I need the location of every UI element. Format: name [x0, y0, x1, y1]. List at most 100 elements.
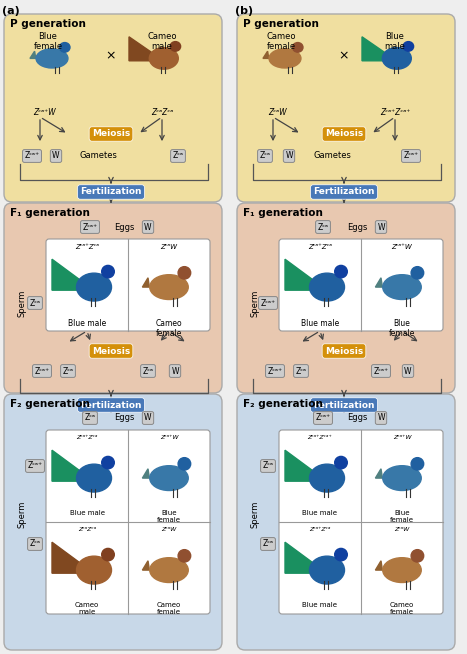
Text: (a): (a): [2, 6, 20, 16]
Text: ZᶜᵃZᶜᵃ: ZᶜᵃZᶜᵃ: [78, 527, 96, 532]
FancyBboxPatch shape: [279, 239, 443, 331]
Ellipse shape: [335, 549, 347, 560]
Ellipse shape: [403, 42, 414, 51]
Ellipse shape: [335, 266, 347, 278]
Text: Zᶜᵃ⁺: Zᶜᵃ⁺: [403, 152, 418, 160]
Polygon shape: [142, 560, 149, 570]
Text: W: W: [144, 413, 152, 422]
Text: Meiosis: Meiosis: [92, 347, 130, 356]
Text: Zᶜᵃ⁺Zᶜᵃ: Zᶜᵃ⁺Zᶜᵃ: [308, 244, 332, 250]
Polygon shape: [52, 542, 94, 573]
Polygon shape: [52, 259, 94, 290]
Text: Zᶜᵃ⁺Zᶜᵃ: Zᶜᵃ⁺Zᶜᵃ: [309, 527, 331, 532]
Ellipse shape: [150, 275, 188, 300]
Polygon shape: [375, 469, 382, 478]
Text: Zᶜᵃ⁺: Zᶜᵃ⁺: [83, 222, 98, 232]
Ellipse shape: [310, 464, 345, 492]
Text: W: W: [377, 222, 385, 232]
Polygon shape: [285, 450, 327, 481]
Ellipse shape: [59, 43, 70, 52]
FancyBboxPatch shape: [46, 430, 210, 614]
Text: ZᶜᵃW: ZᶜᵃW: [394, 527, 410, 532]
Ellipse shape: [77, 556, 112, 584]
Text: Eggs: Eggs: [347, 413, 368, 422]
Ellipse shape: [310, 273, 345, 301]
Text: F₁ generation: F₁ generation: [243, 208, 323, 218]
Text: Blue
female: Blue female: [157, 510, 181, 523]
Text: ZᶜᵃW: ZᶜᵃW: [161, 244, 177, 250]
Text: Zᶜᵃ⁺: Zᶜᵃ⁺: [24, 152, 40, 160]
Text: W: W: [285, 152, 293, 160]
Text: Eggs: Eggs: [114, 222, 134, 232]
Text: Blue
female: Blue female: [34, 32, 63, 52]
Ellipse shape: [150, 466, 188, 490]
Ellipse shape: [77, 273, 112, 301]
Text: Blue male: Blue male: [303, 602, 338, 608]
Text: Zᶜᵃ: Zᶜᵃ: [85, 413, 95, 422]
Polygon shape: [263, 51, 269, 58]
FancyBboxPatch shape: [237, 394, 455, 650]
Text: Zᶜᵃ⁺: Zᶜᵃ⁺: [28, 462, 42, 470]
Text: Zᶜᵃ⁺W: Zᶜᵃ⁺W: [33, 108, 55, 117]
Ellipse shape: [36, 49, 68, 68]
Ellipse shape: [383, 466, 421, 490]
Ellipse shape: [269, 49, 301, 68]
Text: Blue male: Blue male: [303, 510, 338, 516]
Text: Zᶜᵃ: Zᶜᵃ: [262, 462, 274, 470]
Polygon shape: [30, 51, 36, 58]
Ellipse shape: [310, 556, 345, 584]
Text: Zᶜᵃ⁺: Zᶜᵃ⁺: [374, 366, 389, 375]
Polygon shape: [375, 278, 382, 287]
Text: Zᶜᵃ⁺Zᶜᵃ⁺: Zᶜᵃ⁺Zᶜᵃ⁺: [308, 435, 333, 440]
Polygon shape: [142, 469, 149, 478]
FancyBboxPatch shape: [4, 14, 222, 202]
Ellipse shape: [411, 458, 424, 470]
Text: W: W: [404, 366, 412, 375]
Text: W: W: [52, 152, 60, 160]
Text: F₁ generation: F₁ generation: [10, 208, 90, 218]
Ellipse shape: [77, 464, 112, 492]
Text: Meiosis: Meiosis: [325, 129, 363, 139]
Ellipse shape: [102, 456, 114, 469]
Text: Eggs: Eggs: [114, 413, 134, 422]
Text: Zᶜᵃ⁺Zᶜᵃ⁺: Zᶜᵃ⁺Zᶜᵃ⁺: [380, 108, 410, 117]
Text: Fertilization: Fertilization: [313, 400, 375, 409]
Text: W: W: [171, 366, 179, 375]
FancyBboxPatch shape: [4, 203, 222, 393]
Text: Blue
female: Blue female: [389, 319, 415, 338]
Polygon shape: [285, 542, 327, 573]
Ellipse shape: [411, 267, 424, 279]
Text: Gametes: Gametes: [313, 152, 351, 160]
Text: Zᶜᵃ⁺: Zᶜᵃ⁺: [268, 366, 283, 375]
Text: Sperm: Sperm: [17, 289, 27, 317]
Text: Fertilization: Fertilization: [80, 400, 142, 409]
Text: Zᶜᵃ⁺: Zᶜᵃ⁺: [315, 413, 331, 422]
Ellipse shape: [382, 48, 411, 69]
Text: Zᶜᵃ⁺Zᶜᵃ: Zᶜᵃ⁺Zᶜᵃ: [75, 244, 99, 250]
FancyBboxPatch shape: [46, 239, 210, 331]
Text: Eggs: Eggs: [347, 222, 368, 232]
Text: Meiosis: Meiosis: [325, 347, 363, 356]
Text: W: W: [377, 413, 385, 422]
Text: Zᶜᵃ: Zᶜᵃ: [63, 366, 73, 375]
Text: Cameo
female: Cameo female: [266, 32, 296, 52]
Ellipse shape: [170, 42, 181, 51]
Ellipse shape: [411, 549, 424, 562]
Polygon shape: [142, 278, 149, 287]
Text: Cameo
male: Cameo male: [147, 32, 177, 52]
Polygon shape: [375, 560, 382, 570]
FancyBboxPatch shape: [237, 203, 455, 393]
Text: Zᶜᵃ⁺: Zᶜᵃ⁺: [35, 366, 50, 375]
Text: Sperm: Sperm: [250, 289, 260, 317]
Ellipse shape: [150, 558, 188, 583]
Text: Zᶜᵃ⁺Zᶜᵃ: Zᶜᵃ⁺Zᶜᵃ: [76, 435, 98, 440]
Text: (b): (b): [235, 6, 253, 16]
Polygon shape: [129, 37, 164, 61]
Text: ZᶜᵃZᶜᵃ: ZᶜᵃZᶜᵃ: [151, 108, 173, 117]
Text: Zᶜᵃ: Zᶜᵃ: [318, 222, 328, 232]
Ellipse shape: [178, 267, 191, 279]
Text: Blue
female: Blue female: [390, 510, 414, 523]
Text: P generation: P generation: [243, 19, 319, 29]
Ellipse shape: [383, 275, 421, 300]
Text: Zᶜᵃ⁺W: Zᶜᵃ⁺W: [160, 435, 178, 440]
